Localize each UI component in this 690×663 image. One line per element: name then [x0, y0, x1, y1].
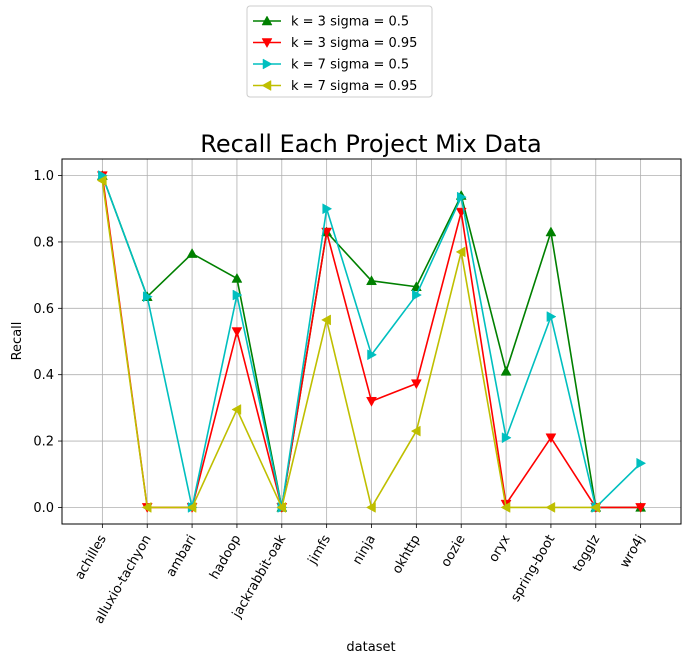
series-3 [98, 170, 647, 513]
legend-marker [262, 58, 273, 70]
data-point [232, 289, 243, 301]
series-4 [96, 175, 601, 513]
y-tick-label: 0.2 [33, 435, 54, 450]
data-point [635, 503, 647, 513]
data-point [500, 365, 512, 376]
legend-marker [261, 15, 273, 26]
legend-entry: k = 3 sigma = 0.5 [253, 15, 409, 30]
data-point [636, 457, 647, 469]
legend-entry: k = 7 sigma = 0.5 [253, 58, 409, 73]
data-point [590, 501, 601, 513]
data-point [365, 501, 376, 513]
legend: k = 3 sigma = 0.5 k = 3 sigma = 0.95 k = 7… [246, 5, 433, 98]
data-point [545, 433, 557, 444]
data-point [456, 191, 467, 203]
x-tick-label: wro4j [617, 533, 648, 571]
x-tick-label: jimfs [305, 532, 334, 568]
data-point [410, 425, 421, 437]
x-tick-label: spring-boot [508, 533, 558, 605]
legend-label: k = 3 sigma = 0.5 [291, 15, 409, 30]
data-point [545, 226, 557, 237]
legend-label: k = 7 sigma = 0.95 [291, 79, 417, 94]
legend-marker [261, 80, 272, 91]
chart-title: Recall Each Project Mix Data [200, 130, 541, 158]
y-tick-label: 0.6 [33, 302, 54, 317]
data-point [412, 289, 422, 301]
grid [62, 159, 681, 524]
data-point [500, 501, 511, 513]
data-point [366, 396, 377, 407]
data-point [186, 248, 198, 258]
x-tick-label: oryx [486, 532, 513, 565]
x-tick-label: ambari [164, 533, 200, 580]
legend-box [246, 5, 433, 98]
data-point [546, 311, 557, 323]
data-point [321, 314, 331, 326]
data-point [186, 501, 197, 513]
y-tick-label: 1.0 [33, 169, 54, 184]
data-point [231, 327, 243, 338]
legend-label: k = 7 sigma = 0.5 [291, 58, 409, 73]
data-point [455, 246, 466, 258]
data-point [367, 349, 378, 361]
x-axis-label: dataset [346, 640, 395, 655]
data-point [141, 501, 152, 513]
data-point [231, 404, 242, 415]
data-point [366, 275, 377, 286]
legend-label: k = 3 sigma = 0.95 [291, 36, 417, 51]
y-tick-label: 0.8 [33, 235, 54, 250]
data-point [231, 272, 243, 283]
legend-marker [261, 38, 273, 49]
data-point [276, 501, 287, 513]
data-point [545, 501, 556, 513]
y-tick-label: 0.0 [33, 501, 54, 516]
data-point [142, 291, 153, 303]
data-point [96, 175, 107, 186]
series-line [101, 180, 596, 509]
legend-entry: k = 7 sigma = 0.95 [253, 79, 417, 94]
series-lines [96, 170, 647, 513]
data-point [501, 432, 512, 444]
data-point [322, 203, 333, 215]
y-axis-ticks: 0.0 0.2 0.4 0.6 0.8 1.0 [33, 169, 62, 516]
x-tick-label: togglz [570, 532, 603, 574]
y-axis-label: Recall [10, 322, 25, 361]
x-tick-label: achilles [72, 532, 110, 582]
x-tick-label: hadoop [207, 533, 244, 583]
data-point [410, 379, 422, 390]
x-tick-label: oozie [439, 533, 469, 570]
y-tick-label: 0.4 [33, 368, 54, 383]
x-tick-label: okhttp [390, 533, 424, 577]
x-tick-label: ninja [350, 533, 379, 568]
legend-entry: k = 3 sigma = 0.95 [253, 36, 417, 51]
